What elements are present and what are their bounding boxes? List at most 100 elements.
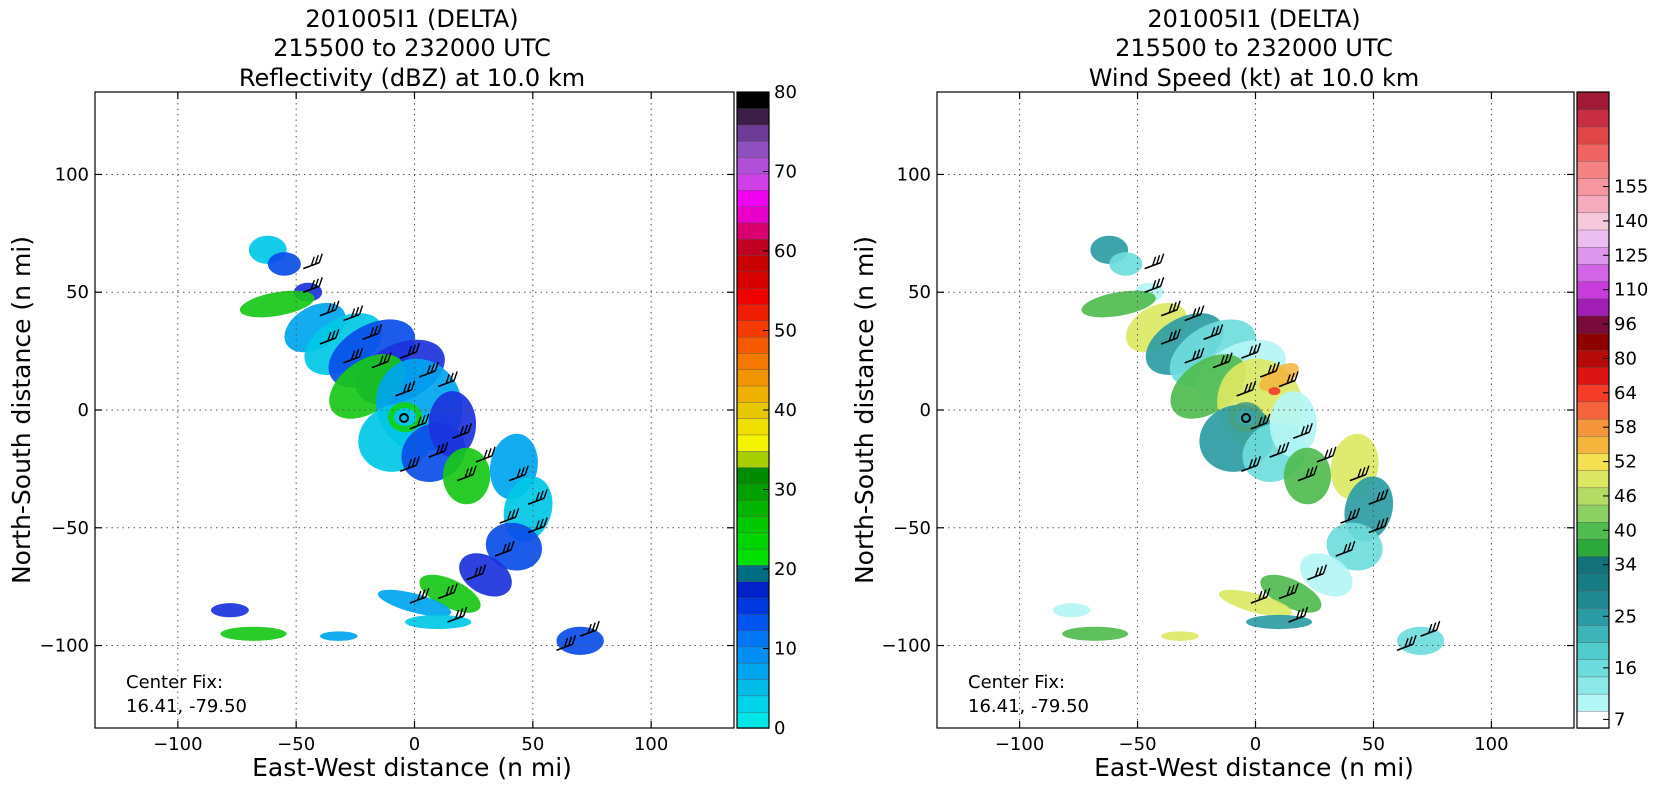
x-tick-label: 100 [1474, 734, 1508, 755]
barb-feather [1176, 328, 1181, 339]
barb-feather [453, 371, 458, 381]
title-line-3: Reflectivity (dBZ) at 10.0 km [239, 64, 585, 92]
barb-feather [1266, 587, 1271, 598]
y-axis-label: North-South distance (n mi) [850, 236, 879, 584]
barb-feather [1427, 623, 1433, 634]
barb-feather [567, 636, 573, 646]
barb-feather [1304, 424, 1309, 434]
colorbar-bin [736, 417, 770, 436]
barb-feather [1200, 347, 1205, 358]
center-fix-label: Center Fix: [126, 672, 223, 693]
wind-barb [302, 277, 323, 293]
colorbar-bin [736, 711, 770, 729]
barb-feather [1324, 449, 1329, 460]
barb-feather [310, 256, 315, 266]
barb-feather [1328, 448, 1333, 458]
colorbar-tick-label: 80 [1614, 348, 1637, 369]
barb-feather [539, 518, 544, 529]
wind-barb [343, 305, 364, 322]
barb-feather [1305, 468, 1310, 478]
wind-barb [475, 446, 496, 463]
echo-cell [1081, 290, 1156, 318]
colorbar-bin [736, 254, 770, 273]
colorbar-bin [736, 108, 770, 126]
barb-feather [1276, 444, 1282, 455]
barb-feather [539, 490, 544, 500]
barb-feather [491, 446, 496, 457]
barb-feather [1271, 363, 1276, 373]
colorbar-tick-label: 155 [1614, 177, 1648, 198]
wind-barb [1212, 352, 1233, 369]
colorbar-bin [1576, 91, 1610, 110]
echo-cell [267, 252, 301, 276]
wind-barb [1160, 328, 1181, 345]
colorbar-bin [736, 629, 770, 648]
colorbar-bin [736, 564, 770, 582]
barb-feather [1435, 620, 1441, 631]
colorbar-bin [736, 369, 770, 387]
echo-cell [556, 626, 604, 655]
colorbar-bin [736, 336, 770, 354]
wind-barb [527, 517, 548, 534]
barb-feather [350, 308, 356, 318]
barb-feather [350, 350, 356, 361]
barb-feather [1365, 465, 1370, 475]
colorbar-bin [1576, 693, 1610, 712]
colorbar-bin [736, 483, 770, 501]
wind-barb [1236, 380, 1257, 397]
colorbar-tick-label: 30 [774, 480, 797, 501]
wind-barb [319, 300, 340, 317]
barb-feather [449, 584, 454, 595]
colorbar-bin [1576, 435, 1610, 454]
colorbar-tick-label: 110 [1614, 280, 1648, 301]
colorbar-bin [736, 303, 770, 322]
echo-cell [319, 631, 358, 641]
barb-feather [1308, 423, 1313, 433]
colorbar-bin [1576, 298, 1610, 317]
wind-barb [1250, 413, 1271, 430]
colorbar-bin [1576, 469, 1610, 489]
colorbar-bin [736, 434, 770, 452]
colorbar-bin [736, 662, 770, 680]
barb-feather [472, 465, 477, 475]
barb-feather [426, 364, 431, 375]
barb-feather [1200, 305, 1205, 315]
wind-barbs [302, 253, 600, 652]
barb-feather [1172, 302, 1177, 312]
colorbar-bin [1576, 126, 1610, 145]
y-axis-label: North-South distance (n mi) [7, 236, 36, 584]
barb-feather [1168, 331, 1173, 342]
colorbar-bin [736, 205, 770, 224]
barb-feather [1347, 510, 1353, 521]
barb-feather [543, 517, 548, 527]
colorbar-bin [1576, 108, 1610, 128]
center-fix-label: Center Fix: [968, 672, 1065, 693]
wind-barb [1241, 456, 1262, 472]
barb-feather [407, 345, 412, 356]
barb-feather [358, 347, 364, 358]
wind-barb [1368, 517, 1389, 534]
barb-feather [1318, 565, 1324, 576]
colorbar-bin [1576, 641, 1610, 660]
barb-feather [1243, 383, 1249, 394]
barb-feather [1408, 636, 1413, 646]
barb-feather [1380, 518, 1385, 529]
colorbar-bin [736, 466, 770, 485]
barb-feather [417, 590, 422, 601]
barb-feather [515, 507, 520, 518]
barb-feather [444, 441, 449, 452]
storm-center-marker [1241, 413, 1251, 423]
echo-cell [459, 553, 512, 597]
barb-feather [1357, 468, 1362, 478]
echo-cell [1161, 631, 1199, 641]
wind-barb [1184, 305, 1205, 322]
barb-feather [449, 372, 454, 383]
colorbar-tick-label: 16 [1614, 658, 1637, 679]
barb-feather [314, 254, 319, 265]
barb-feather [1351, 540, 1356, 551]
axis-ticks: −100 −50 0 50 100 −100 −50 0 50 100 [40, 92, 734, 755]
colorbar-bin [736, 695, 770, 713]
wind-barb [1259, 361, 1280, 378]
wind-barb [1250, 587, 1271, 604]
title-line-2: 215500 to 232000 UTC [273, 34, 551, 62]
